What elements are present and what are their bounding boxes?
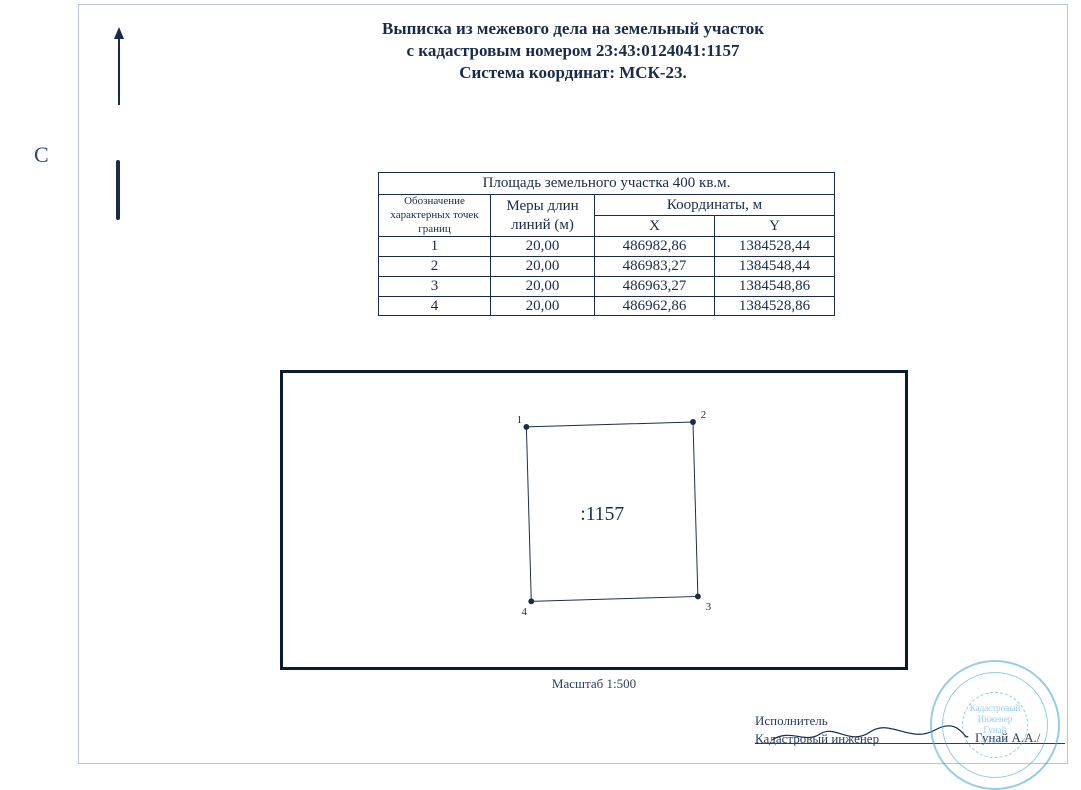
cell-y: 1384548,44: [715, 257, 835, 277]
cell-pt: 4: [379, 296, 491, 316]
table-row: 1 20,00 486982,86 1384528,44: [379, 237, 835, 257]
scale-label: Масштаб 1:500: [280, 676, 908, 692]
col-y-header: Y: [715, 216, 835, 237]
cell-len: 20,00: [491, 276, 595, 296]
engineer-stamp: Кадастровый Инженер Гунай Алла А.: [930, 660, 1060, 790]
parcel-plot-svg: 1 2 3 4 :1157: [283, 373, 905, 667]
title-line-2: с кадастровым номером 23:43:0124041:1157: [78, 40, 1068, 62]
stamp-text: Гунай: [984, 725, 1007, 736]
cell-x: 486963,27: [595, 276, 715, 296]
cell-y: 1384548,86: [715, 276, 835, 296]
svg-text::1157: :1157: [580, 504, 624, 525]
cell-pt: 3: [379, 276, 491, 296]
cell-y: 1384528,44: [715, 237, 835, 257]
table-row: 2 20,00 486983,27 1384548,44: [379, 257, 835, 277]
stamp-text: Алла А.: [980, 736, 1010, 747]
table-row: 3 20,00 486963,27 1384548,86: [379, 276, 835, 296]
svg-text:4: 4: [521, 606, 527, 618]
svg-text:1: 1: [517, 414, 522, 426]
title-line-1: Выписка из межевого дела на земельный уч…: [78, 18, 1068, 40]
area-header: Площадь земельного участка 400 кв.м.: [379, 173, 835, 195]
cell-len: 20,00: [491, 237, 595, 257]
cell-x: 486962,86: [595, 296, 715, 316]
cell-len: 20,00: [491, 296, 595, 316]
cell-x: 486982,86: [595, 237, 715, 257]
col-coords-header: Координаты, м: [595, 195, 835, 216]
svg-text:2: 2: [701, 409, 706, 421]
stamp-inner: Кадастровый Инженер Гунай Алла А.: [962, 692, 1028, 758]
col-point-header: Обозначение характерных точек границ: [379, 195, 491, 237]
svg-text:3: 3: [706, 601, 711, 613]
parcel-plot-frame: 1 2 3 4 :1157: [280, 370, 908, 670]
compass-north-label: С: [34, 142, 49, 168]
table-row: 4 20,00 486962,86 1384528,86: [379, 296, 835, 316]
stamp-text: Кадастровый: [970, 703, 1021, 714]
cell-x: 486983,27: [595, 257, 715, 277]
col-length-header: Меры длин линий (м): [491, 195, 595, 237]
compass-tail: [116, 160, 120, 220]
cell-pt: 1: [379, 237, 491, 257]
col-x-header: X: [595, 216, 715, 237]
cell-y: 1384528,86: [715, 296, 835, 316]
title-line-3: Система координат: МСК-23.: [78, 62, 1068, 84]
cell-len: 20,00: [491, 257, 595, 277]
stamp-text: Инженер: [978, 714, 1013, 725]
cell-pt: 2: [379, 257, 491, 277]
coordinates-table: Площадь земельного участка 400 кв.м. Обо…: [378, 172, 835, 316]
document-title: Выписка из межевого дела на земельный уч…: [78, 18, 1068, 84]
